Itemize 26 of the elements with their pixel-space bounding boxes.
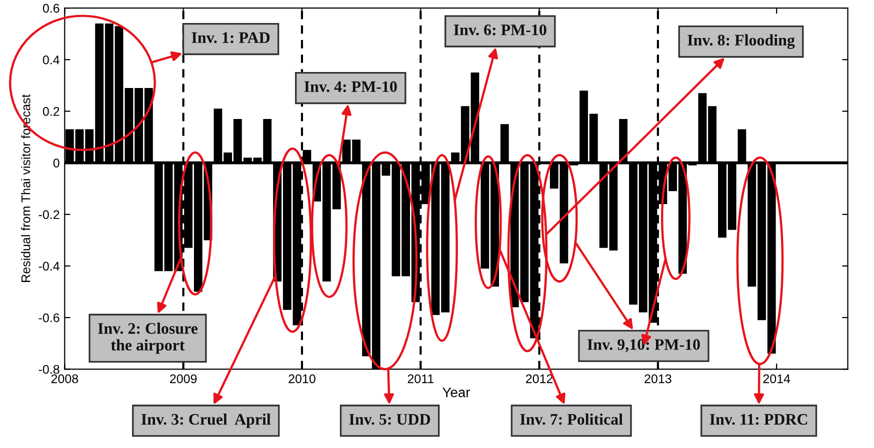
annotation: Inv. 6: PM-10 [454, 24, 546, 36]
annotation: Inv. 8: Flooding [688, 34, 795, 49]
y-tick-label: 0.6 [42, 4, 60, 13]
x-tick-label: 2011 [408, 374, 434, 384]
x-tick-label: 2009 [170, 374, 197, 384]
text: Inv. 5: UDD [349, 414, 430, 425]
annotation: Inv. 2: Closure the airport [98, 322, 198, 354]
annotation: Inv. 9,10: PM-10 [587, 339, 700, 352]
y-tick-label: -0.4 [38, 262, 60, 271]
y-tick-label: 0.4 [42, 55, 60, 64]
x-tick-label: 2010 [288, 374, 316, 384]
x-axis-title: Year [442, 388, 470, 398]
y-tick-label: 0.2 [42, 107, 60, 116]
y-tick-label: -0.6 [38, 313, 60, 322]
text: Inv. 7: Political [520, 413, 623, 425]
annotation: Inv. 4: PM-10 [304, 81, 397, 92]
y-tick-label: -0.8 [38, 364, 60, 374]
annotation: Inv. 1: PAD [192, 32, 270, 44]
y-tick-label: 0 [53, 158, 60, 168]
text: Inv. 3: Cruel April [141, 413, 271, 428]
text: Inv. 11: PDRC [710, 414, 808, 425]
x-tick-label: 2008 [51, 374, 78, 384]
x-tick-label: 2013 [644, 374, 672, 384]
x-tick-label: 2012 [526, 374, 553, 384]
y-tick-label: -0.2 [38, 210, 60, 220]
x-tick-label: 2014 [763, 374, 790, 384]
